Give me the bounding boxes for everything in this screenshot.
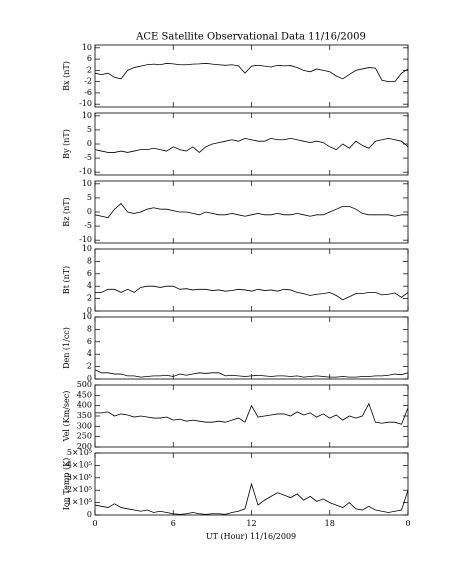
y-tick-label: 0 xyxy=(87,207,92,216)
y-axis-label: Bt (nT) xyxy=(62,266,71,294)
y-tick-label: 5 xyxy=(87,193,92,202)
y-axis-label: Ion Temp (K) xyxy=(62,458,71,511)
y-axis-label: By (nT) xyxy=(62,129,71,159)
chart-title: ACE Satellite Observational Data 11/16/2… xyxy=(135,32,366,43)
y-tick-label: 10 xyxy=(82,179,92,188)
x-tick-label: 6 xyxy=(171,519,176,528)
y-tick-label: 0 xyxy=(87,139,92,148)
y-tick-label: 2 xyxy=(87,294,92,303)
y-tick-label: -10 xyxy=(79,167,92,176)
y-tick-label: 0 xyxy=(87,510,92,519)
y-tick-label: 6 xyxy=(87,269,92,278)
y-tick-label: -5 xyxy=(84,153,92,162)
x-tick-label: 0 xyxy=(92,519,97,528)
data-line xyxy=(94,482,409,515)
y-tick-label: 2 xyxy=(87,65,92,74)
y-tick-label: 4×10⁵ xyxy=(67,460,92,469)
y-tick-label: 3×10⁵ xyxy=(67,473,92,482)
data-line xyxy=(94,369,409,378)
y-tick-label: 300 xyxy=(77,421,92,430)
y-tick-label: 200 xyxy=(77,442,92,451)
y-axis-label: Bx (nT) xyxy=(62,61,71,91)
y-tick-label: 250 xyxy=(77,432,92,441)
y-tick-label: 0 xyxy=(87,374,92,383)
y-tick-label: 6 xyxy=(87,337,92,346)
data-line xyxy=(94,202,408,219)
x-tick-label: 12 xyxy=(246,519,256,528)
y-tick-label: 8 xyxy=(87,256,92,265)
y-axis-label: Vel (Km/sec) xyxy=(62,391,71,443)
y-tick-label: 10 xyxy=(82,312,92,321)
y-tick-label: -10 xyxy=(79,99,92,108)
y-tick-label: 0 xyxy=(87,306,92,315)
y-tick-label: 4 xyxy=(87,281,92,290)
x-tick-label: 0 xyxy=(405,519,410,528)
y-tick-label: 500 xyxy=(77,380,92,389)
y-tick-label: 2×10⁵ xyxy=(67,485,92,494)
y-tick-label: 6 xyxy=(87,54,92,63)
y-tick-label: 8 xyxy=(87,324,92,333)
x-axis-label: UT (Hour) 11/16/2009 xyxy=(206,532,296,541)
y-tick-label: 5×10⁵ xyxy=(67,448,92,457)
data-line xyxy=(95,402,409,425)
y-tick-label: 10 xyxy=(82,111,92,120)
y-tick-label: 400 xyxy=(77,401,92,410)
y-tick-label: -10 xyxy=(79,235,92,244)
y-tick-label: 4 xyxy=(87,349,92,358)
y-axis-label: Den (1/cc) xyxy=(62,327,71,369)
y-axis-label: Bz (nT) xyxy=(62,197,71,226)
y-tick-label: 2 xyxy=(87,362,92,371)
y-tick-label: -2 xyxy=(84,77,92,86)
data-line xyxy=(94,62,409,83)
data-line xyxy=(94,137,409,153)
y-tick-label: 10 xyxy=(82,43,92,52)
y-tick-label: -5 xyxy=(84,221,92,230)
y-tick-label: 10 xyxy=(82,244,92,253)
y-tick-label: 5 xyxy=(87,125,92,134)
x-tick-label: 18 xyxy=(325,519,335,528)
y-tick-label: 350 xyxy=(77,411,92,420)
data-line xyxy=(95,285,409,301)
y-tick-label: -6 xyxy=(84,88,92,97)
y-tick-label: 450 xyxy=(77,390,92,399)
y-tick-label: 1×10⁵ xyxy=(67,498,92,507)
